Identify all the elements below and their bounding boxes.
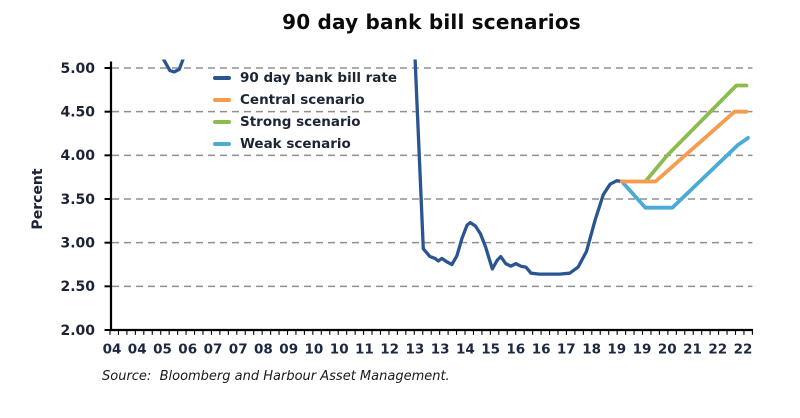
legend-item-90-day-bank-bill-rate: 90 day bank bill rate — [213, 67, 397, 89]
x-tick-label: 04 — [103, 342, 122, 358]
x-tick-label: 08 — [254, 342, 273, 358]
x-tick-label: 19 — [607, 342, 626, 358]
y-tick-label: 3.00 — [60, 235, 95, 251]
legend-swatch-strong-scenario — [213, 120, 231, 124]
y-tick-label: 2.50 — [60, 279, 95, 295]
x-tick-label: 16 — [506, 342, 525, 358]
y-axis-title: Percent — [30, 168, 46, 229]
x-tick-label: 13 — [431, 342, 450, 358]
legend-swatch-90-day-bank-bill-rate — [213, 76, 231, 80]
x-tick-label: 06 — [178, 342, 197, 358]
series-line-3 — [619, 135, 750, 210]
x-tick-label: 11 — [355, 342, 374, 358]
x-tick-label: 05 — [153, 342, 172, 358]
x-tick-label: 20 — [658, 342, 677, 358]
y-tick-label: 4.00 — [60, 148, 95, 164]
legend-item-weak-scenario: Weak scenario — [213, 133, 397, 155]
x-tick-label: 17 — [557, 342, 576, 358]
legend: 90 day bank bill rate Central scenario S… — [213, 67, 397, 155]
x-tick-label: 16 — [532, 342, 551, 358]
x-tick-label: 13 — [406, 342, 425, 358]
x-tick-label: 21 — [683, 342, 702, 358]
x-tick-label: 22 — [734, 342, 753, 358]
x-tick-label: 15 — [481, 342, 500, 358]
legend-swatch-weak-scenario — [213, 142, 231, 146]
x-tick-label: 22 — [708, 342, 727, 358]
x-tick-label: 07 — [229, 342, 248, 358]
legend-item-strong-scenario: Strong scenario — [213, 111, 397, 133]
x-tick-label: 18 — [582, 342, 601, 358]
x-tick-label: 10 — [305, 342, 324, 358]
series-line-0 — [413, 59, 624, 276]
y-tick-label: 5.00 — [60, 61, 95, 77]
y-tick-label: 4.50 — [60, 104, 95, 120]
legend-label: Central scenario — [240, 92, 365, 108]
series-line-1 — [619, 109, 749, 184]
x-tick-label: 09 — [279, 342, 298, 358]
legend-label: Weak scenario — [240, 136, 351, 152]
y-tick-label: 2.00 — [60, 323, 95, 339]
legend-item-central-scenario: Central scenario — [213, 89, 397, 111]
y-tick-label: 3.50 — [60, 192, 95, 208]
legend-label: 90 day bank bill rate — [240, 70, 398, 86]
x-tick-label: 12 — [380, 342, 399, 358]
series-line-0 — [161, 59, 185, 74]
legend-swatch-central-scenario — [213, 98, 231, 102]
x-tick-label: 07 — [204, 342, 223, 358]
x-tick-label: 10 — [330, 342, 349, 358]
source-attribution: Source: Bloomberg and Harbour Asset Mana… — [102, 369, 450, 384]
chart-title: 90 day bank bill scenarios — [282, 10, 581, 34]
legend-label: Strong scenario — [240, 114, 361, 130]
series-line-2 — [643, 83, 749, 184]
x-tick-label: 14 — [456, 342, 475, 358]
x-tick-label: 19 — [633, 342, 652, 358]
x-tick-label: 04 — [128, 342, 147, 358]
